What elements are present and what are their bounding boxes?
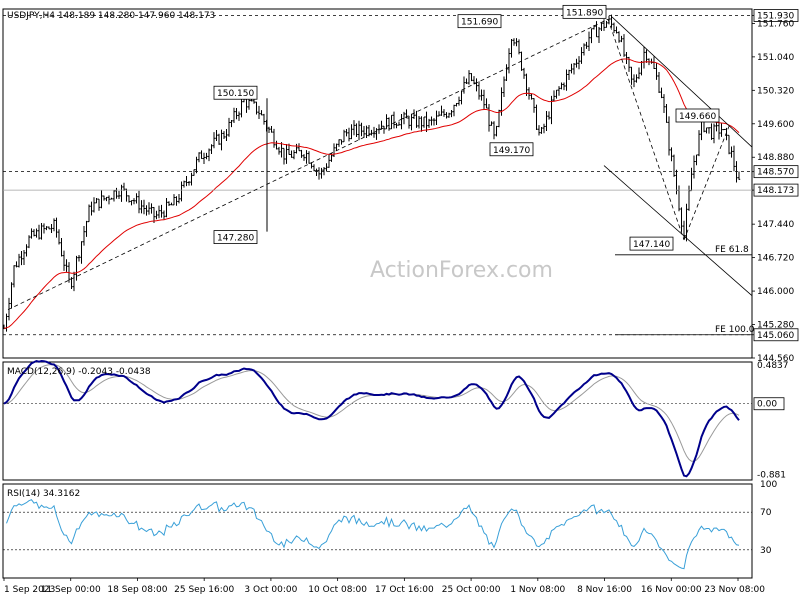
y-tick-label: 151.760 — [757, 19, 794, 29]
rsi-tick-label: 70 — [760, 508, 772, 518]
macd-tick-label: 0.4837 — [757, 361, 789, 371]
y-tick-label: 151.040 — [757, 53, 794, 63]
callout-label: 149.660 — [679, 112, 716, 122]
macd-panel-frame — [2, 361, 753, 481]
y-tick-label: 148.570 — [757, 168, 794, 178]
y-tick-label: 149.600 — [757, 120, 794, 130]
fall-dashed-trendline — [607, 19, 685, 241]
x-tick-label: 25 Oct 00:00 — [442, 585, 501, 595]
macd-line — [3, 359, 740, 478]
macd-layer — [3, 359, 752, 478]
y-tick-label: 150.320 — [757, 86, 794, 96]
callout-label: 147.140 — [633, 240, 670, 250]
price-tag-box — [753, 328, 799, 342]
rsi-label: RSI(14) 34.3162 — [7, 489, 80, 499]
macd-tag-box — [753, 397, 785, 411]
x-tick-label: 23 Nov 08:00 — [704, 585, 765, 595]
y-tick-label: 144.560 — [757, 354, 794, 364]
callout-label: 149.170 — [493, 146, 530, 156]
rsi-tick-label: 100 — [760, 480, 777, 490]
y-tick-label: 146.000 — [757, 287, 794, 297]
price-tag-box — [753, 9, 799, 22]
y-tick-label: 145.280 — [757, 321, 794, 331]
x-tick-label: 11 Sep 00:00 — [41, 585, 101, 595]
rsi-line — [6, 499, 740, 570]
callout-label: 150.150 — [217, 89, 254, 99]
moving-average-line — [3, 58, 740, 329]
y-tick-label: 145.060 — [757, 331, 794, 341]
upper-dashed-trendline — [7, 18, 609, 311]
y-tick-label: 148.173 — [757, 186, 794, 196]
x-tick-label: 1 Nov 08:00 — [510, 585, 565, 595]
fib-label: FE 61.8 — [715, 245, 749, 255]
macd-label: MACD(12,26,9) -0.2043 -0.0438 — [7, 367, 151, 377]
descending-channel-upper — [611, 16, 753, 148]
y-tick-label: 148.880 — [757, 153, 794, 163]
rsi-tick-label: 30 — [760, 546, 772, 556]
callout-box — [457, 14, 502, 29]
callout-box — [213, 85, 258, 100]
callout-box — [562, 4, 607, 19]
y-tick-label: 146.720 — [757, 254, 794, 264]
price-tag-box — [753, 183, 799, 197]
callout-label: 147.280 — [217, 234, 254, 244]
x-tick-label: 1 Sep 2023 — [4, 585, 55, 595]
rsi-panel-frame — [2, 483, 753, 579]
x-tick-label: 3 Oct 00:00 — [244, 585, 297, 595]
callout-label: 151.690 — [461, 18, 498, 28]
fib-label: FE 100.0 — [715, 325, 755, 335]
price-bars — [2, 14, 741, 332]
price-tag-box — [753, 165, 799, 179]
main-price-layer: 150.150 147.280 151.690 149.170 151.890 149.6… — [2, 4, 755, 336]
x-tick-label: 8 Nov 16:00 — [577, 585, 632, 595]
watermark: ActionForex.com — [370, 258, 553, 283]
x-tick-label: 25 Sep 16:00 — [174, 585, 234, 595]
callout-box — [489, 142, 534, 157]
callout-label: 151.890 — [566, 8, 603, 18]
callout-box — [675, 108, 720, 123]
x-tick-label: 10 Oct 08:00 — [308, 585, 367, 595]
x-tick-label: 17 Oct 16:00 — [375, 585, 434, 595]
main-panel-frame — [2, 8, 753, 359]
callout-box — [629, 236, 674, 251]
x-tick-label: 16 Nov 00:00 — [641, 585, 702, 595]
rsi-layer — [3, 499, 752, 570]
descending-channel-lower — [603, 165, 753, 297]
macd-tick-label: 0.00 — [757, 400, 777, 410]
symbol-info: USDJPY,H4 148.189 148.280 147.960 148.17… — [7, 11, 215, 21]
y-tick-label: 151.930 — [757, 12, 794, 22]
callout-box — [213, 230, 258, 244]
x-tick-label: 18 Sep 08:00 — [107, 585, 167, 595]
macd-tick-label: -0.881 — [757, 470, 786, 480]
y-tick-label: 147.440 — [757, 220, 794, 230]
